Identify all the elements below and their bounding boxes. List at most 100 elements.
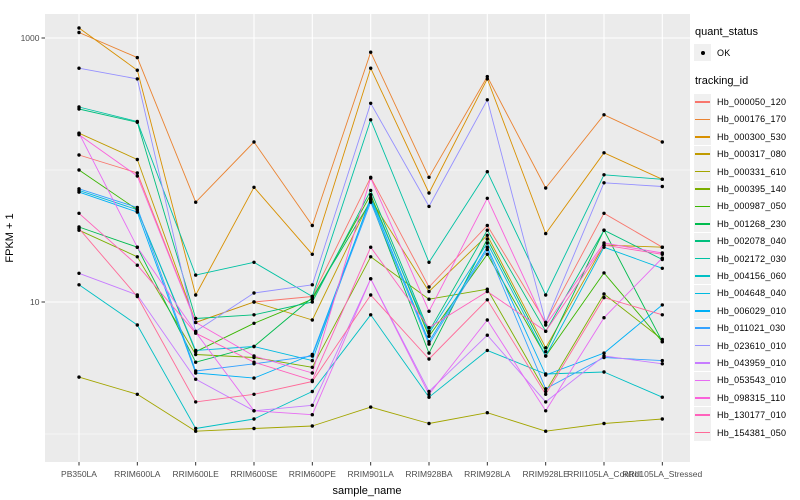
data-point-Hb_004156_060 [602, 370, 606, 374]
data-point-Hb_004648_040 [544, 354, 548, 358]
data-point-Hb_000176_170 [427, 175, 431, 179]
data-point-Hb_000331_610 [77, 375, 81, 379]
line-key [694, 128, 711, 146]
data-point-Hb_154381_050 [427, 357, 431, 361]
legend-label: Hb_000395_140 [717, 184, 787, 195]
data-point-Hb_004156_060 [427, 395, 431, 399]
data-point-Hb_023610_010 [485, 98, 489, 102]
line-swatch-icon [695, 170, 710, 173]
data-point-Hb_154381_050 [485, 298, 489, 302]
data-point-Hb_130177_010 [427, 325, 431, 330]
data-point-Hb_043959_010 [544, 400, 548, 404]
data-point-Hb_002172_030 [77, 105, 81, 109]
data-point-Hb_002078_040 [194, 316, 198, 321]
x-tick-label: RRIM600SE [230, 469, 278, 479]
data-point-Hb_154381_050 [660, 313, 664, 317]
data-point-Hb_000395_140 [194, 352, 198, 357]
legend-entry-Hb_000317_080: Hb_000317_080 [694, 145, 800, 163]
data-point-Hb_006029_010 [602, 351, 606, 355]
data-point-Hb_000987_050 [369, 193, 373, 197]
data-point-Hb_000300_530 [310, 252, 314, 256]
x-tick-label: RRIM600LA [114, 469, 161, 479]
line-swatch-icon [695, 188, 710, 190]
data-point-Hb_043959_010 [660, 362, 664, 366]
legend-entry-Hb_000987_050: Hb_000987_050 [694, 197, 800, 215]
data-point-Hb_011021_030 [194, 369, 198, 373]
data-point-Hb_023610_010 [252, 291, 256, 295]
data-point-Hb_002172_030 [660, 177, 664, 181]
line-key [694, 110, 711, 128]
data-point-Hb_130177_010 [194, 331, 198, 335]
data-point-Hb_000331_610 [135, 392, 139, 396]
data-point-Hb_000395_140 [310, 365, 314, 369]
data-point-Hb_011021_030 [77, 187, 81, 191]
ok-point-key [694, 44, 711, 62]
y-tick-label: 10 [30, 297, 40, 307]
data-point-Hb_130177_010 [369, 245, 373, 249]
line-key [694, 302, 711, 320]
data-point-Hb_000317_080 [427, 289, 431, 294]
data-point-Hb_000317_080 [310, 318, 314, 322]
line-swatch-icon [695, 136, 710, 138]
legend-label: Hb_098315_110 [717, 392, 786, 403]
data-point-Hb_000395_140 [602, 292, 606, 296]
data-point-Hb_011021_030 [544, 387, 548, 391]
data-point-Hb_011021_030 [660, 358, 664, 363]
data-point-Hb_004156_060 [660, 395, 664, 399]
data-point-Hb_000395_140 [135, 255, 139, 259]
line-key [694, 406, 711, 424]
data-point-Hb_000331_610 [310, 424, 314, 428]
x-tick-label: RRIM600LE [173, 469, 220, 479]
data-point-Hb_000300_530 [485, 77, 489, 81]
panel-background [45, 14, 690, 462]
line-swatch-icon [695, 414, 710, 416]
data-point-Hb_000300_530 [544, 231, 548, 236]
data-point-Hb_011021_030 [485, 247, 489, 252]
legend-label: Hb_011021_030 [717, 323, 786, 334]
data-point-Hb_002078_040 [310, 300, 314, 304]
legend-label: Hb_023610_010 [717, 340, 787, 351]
line-swatch-icon [695, 344, 710, 347]
data-point-Hb_002078_040 [369, 188, 373, 193]
data-point-Hb_000176_170 [194, 200, 198, 204]
data-point-Hb_000331_610 [602, 421, 606, 426]
legend-title-tracking-id: tracking_id [695, 75, 749, 88]
legend-label: Hb_000987_050 [717, 201, 787, 212]
legend-entry-Hb_098315_110: Hb_098315_110 [694, 389, 800, 407]
data-point-Hb_023610_010 [544, 320, 548, 325]
data-point-Hb_000176_170 [77, 30, 81, 35]
data-point-Hb_004648_040 [194, 348, 198, 353]
line-swatch-icon [695, 205, 710, 208]
data-point-Hb_053543_010 [485, 318, 489, 322]
data-point-Hb_001268_230 [194, 360, 198, 364]
data-point-Hb_043959_010 [485, 333, 489, 337]
legend-entry-Hb_001268_230: Hb_001268_230 [694, 215, 800, 233]
legend-label: Hb_002078_040 [717, 236, 787, 247]
data-point-Hb_130177_010 [485, 289, 489, 294]
line-key [694, 389, 711, 407]
legend-label: Hb_000176_170 [717, 114, 787, 125]
data-point-Hb_000317_080 [485, 233, 489, 237]
line-key [694, 163, 711, 181]
data-point-Hb_098315_110 [544, 323, 548, 327]
data-point-Hb_006029_010 [77, 190, 81, 194]
data-point-Hb_023610_010 [369, 101, 373, 106]
line-key [694, 354, 711, 372]
data-point-Hb_130177_010 [544, 329, 548, 333]
y-axis-title: FPKM + 1 [4, 213, 16, 263]
data-point-Hb_011021_030 [369, 200, 373, 204]
data-point-Hb_000300_530 [427, 191, 431, 195]
legend-entry-Hb_000331_610: Hb_000331_610 [694, 163, 800, 181]
x-tick-label: PB350LA [61, 469, 97, 479]
legend-entry-Hb_004648_040: Hb_004648_040 [694, 284, 800, 302]
x-tick-label: RRII105LA_Stressed [622, 469, 702, 479]
line-swatch-icon [695, 292, 710, 295]
data-point-Hb_043959_010 [310, 403, 314, 407]
data-point-Hb_002078_040 [602, 228, 606, 232]
data-point-Hb_098315_110 [427, 309, 431, 313]
data-point-Hb_000987_050 [485, 252, 489, 256]
data-point-Hb_043959_010 [194, 377, 198, 381]
data-point-Hb_000300_530 [135, 68, 139, 72]
line-key [694, 284, 711, 302]
line-key [694, 267, 711, 285]
